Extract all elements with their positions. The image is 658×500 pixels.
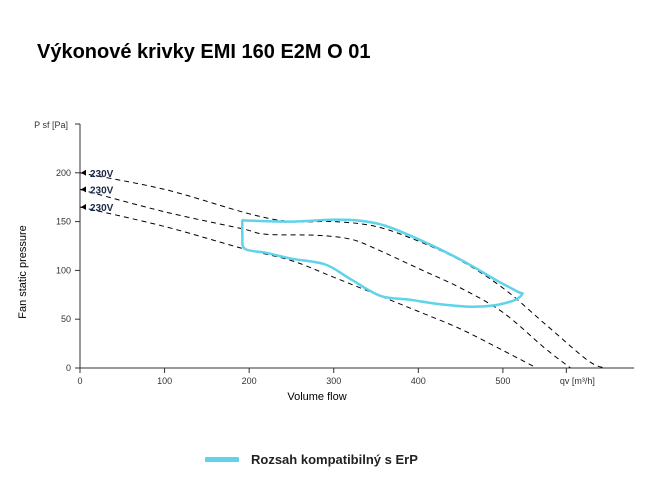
erp-range-outline: [240, 218, 524, 309]
labels: P sf [Pa] qv [m³/h] Volume flow Fan static …: [17, 120, 595, 403]
y-unit-label: P sf [Pa]: [34, 120, 68, 130]
curve-label-3: 230V: [90, 203, 114, 214]
x-tick-label: 300: [326, 376, 341, 386]
curve-marker-3: [81, 203, 86, 210]
curve-label-2: 230V: [90, 185, 114, 196]
y-axis-title: Fan static pressure: [17, 225, 29, 319]
x-tick-label: 100: [157, 376, 172, 386]
y-tick-label: 100: [56, 265, 71, 275]
x-unit-label: qv [m³/h]: [560, 376, 595, 386]
legend-label: Rozsah kompatibilný s ErP: [251, 452, 418, 467]
curves: [79, 172, 605, 369]
chart-title: Výkonové krivky EMI 160 E2M O 01: [37, 41, 371, 63]
legend-swatch: [205, 457, 239, 462]
curve-marker-1: [81, 169, 86, 176]
x-axis-title: Volume flow: [287, 391, 346, 403]
axes: 0 100 200 300 400 500 0 50 100 150 200: [56, 123, 634, 386]
fan-curve-1: [79, 172, 605, 369]
y-tick-label: 0: [66, 363, 71, 373]
y-tick-label: 150: [56, 217, 71, 227]
fan-curve-2: [79, 188, 571, 369]
y-tick-label: 200: [56, 168, 71, 178]
curve-marker-2: [81, 186, 86, 193]
x-tick-label: 0: [77, 376, 82, 386]
curve-label-1: 230V: [90, 169, 114, 180]
fan-curve-3: [79, 206, 537, 369]
y-tick-label: 50: [61, 314, 71, 324]
x-tick-label: 200: [242, 376, 257, 386]
legend: Rozsah kompatibilný s ErP: [205, 452, 418, 467]
x-tick-label: 400: [411, 376, 426, 386]
x-tick-label: 500: [495, 376, 510, 386]
